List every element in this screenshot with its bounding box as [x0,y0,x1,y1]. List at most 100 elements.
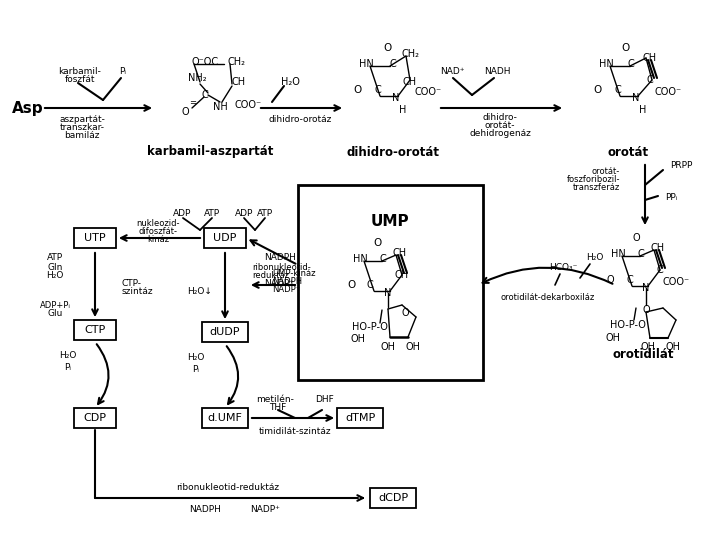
Text: HN: HN [611,249,626,259]
Text: difoszfát-: difoszfát- [138,227,178,237]
Text: orotidilát: orotidilát [612,348,674,361]
Text: C: C [628,59,634,69]
Text: H₂O: H₂O [59,352,77,361]
Text: nukleozid-: nukleozid- [136,219,180,228]
Text: O: O [348,280,356,290]
Text: H₂O: H₂O [586,253,603,262]
Text: THF: THF [269,403,287,413]
Text: NADPH: NADPH [189,505,221,515]
Text: orotát-: orotát- [485,122,516,131]
Text: C: C [374,85,382,95]
Text: PRPP: PRPP [670,160,693,170]
Text: C: C [615,85,621,95]
Text: N: N [632,93,639,103]
Text: H₂O: H₂O [187,354,204,362]
Text: ATP: ATP [257,208,273,218]
Text: dUDP: dUDP [210,327,240,337]
Text: H₂O: H₂O [281,77,300,87]
Text: NADP⁺: NADP⁺ [250,505,280,515]
Bar [74,320,116,340]
Text: karbamil-aszpartát: karbamil-aszpartát [147,145,273,159]
Text: NADP⁺: NADP⁺ [264,279,294,287]
Text: ADP: ADP [173,208,192,218]
Text: COO⁻: COO⁻ [654,87,682,97]
Text: Pᵢ: Pᵢ [120,68,127,77]
Text: dihidro-orotát: dihidro-orotát [346,145,439,159]
Text: C: C [626,275,634,285]
Bar [337,408,383,428]
Text: NADPH: NADPH [272,276,302,286]
Text: C: C [638,249,644,259]
Text: Asp: Asp [12,100,44,116]
Bar [202,322,248,342]
Text: HN: HN [353,254,367,264]
Text: =: = [189,98,197,107]
Text: HO-P-O: HO-P-O [610,320,646,330]
Text: O: O [594,85,602,95]
Text: CTP-: CTP- [122,280,142,288]
Text: HCO₃⁻: HCO₃⁻ [549,264,577,273]
Text: ADP: ADP [235,208,253,218]
Text: C: C [647,75,653,85]
Text: N: N [392,93,400,103]
Text: COO⁻: COO⁻ [235,100,261,110]
Text: reduktáz: reduktáz [252,271,289,280]
Text: O: O [354,85,362,95]
Bar [370,488,416,508]
Text: H: H [400,105,407,115]
Text: ATP: ATP [47,253,63,262]
Text: PPᵢ: PPᵢ [665,192,678,201]
Text: NADP⁺: NADP⁺ [272,285,300,294]
Text: C: C [390,59,397,69]
Text: OH: OH [665,342,680,352]
Text: COO⁻: COO⁻ [662,277,690,287]
Text: ribonukleotid-: ribonukleotid- [252,262,311,272]
Text: COO⁻: COO⁻ [415,87,441,97]
Text: O: O [622,43,630,53]
Text: CDP: CDP [84,413,107,423]
Text: foszfát: foszfát [65,76,95,84]
Bar [74,228,116,248]
Text: H₂O↓: H₂O↓ [188,287,212,296]
Text: transzkar-: transzkar- [60,124,104,132]
Text: H: H [639,105,647,115]
Text: ADP+Pᵢ: ADP+Pᵢ [40,300,71,309]
Text: UMP: UMP [371,214,409,230]
Text: orotidilát-dekarboxiláz: orotidilát-dekarboxiláz [501,294,595,302]
Text: CH: CH [393,248,407,258]
Text: O: O [181,107,189,117]
Text: HN: HN [359,59,374,69]
Text: dTMP: dTMP [345,413,375,423]
Text: UDP: UDP [213,233,237,243]
Text: foszforibozil-: foszforibozil- [567,176,620,185]
Text: dehidrogenáz: dehidrogenáz [469,130,531,138]
Text: O: O [374,238,382,248]
Text: dihidro-: dihidro- [482,113,518,123]
Text: dCDP: dCDP [378,493,408,503]
Text: CH: CH [395,270,409,280]
Text: aszpartát-: aszpartát- [59,116,105,125]
Text: O: O [401,308,409,318]
Text: O: O [384,43,392,53]
Text: timidilát-szintáz: timidilát-szintáz [258,428,331,436]
Text: NADH: NADH [484,68,510,77]
Text: karbamil-: karbamil- [58,68,102,77]
Text: UMP-kináz: UMP-kináz [272,268,315,278]
Text: Pᵢ: Pᵢ [65,362,71,372]
Text: H₂O: H₂O [46,272,63,280]
Text: CTP: CTP [84,325,106,335]
Text: O: O [642,305,650,315]
Text: O: O [606,275,614,285]
Text: Glu: Glu [48,309,63,319]
Text: OH: OH [606,333,621,343]
Text: OH: OH [641,342,655,352]
Text: C: C [366,280,374,290]
Text: d.UMF: d.UMF [207,413,243,423]
Text: OH: OH [351,334,366,344]
Text: N: N [642,283,649,293]
Text: CH: CH [643,53,657,63]
Text: UTP: UTP [84,233,106,243]
Text: CH₂: CH₂ [228,57,246,67]
Text: ATP: ATP [204,208,220,218]
Text: HN: HN [598,59,613,69]
